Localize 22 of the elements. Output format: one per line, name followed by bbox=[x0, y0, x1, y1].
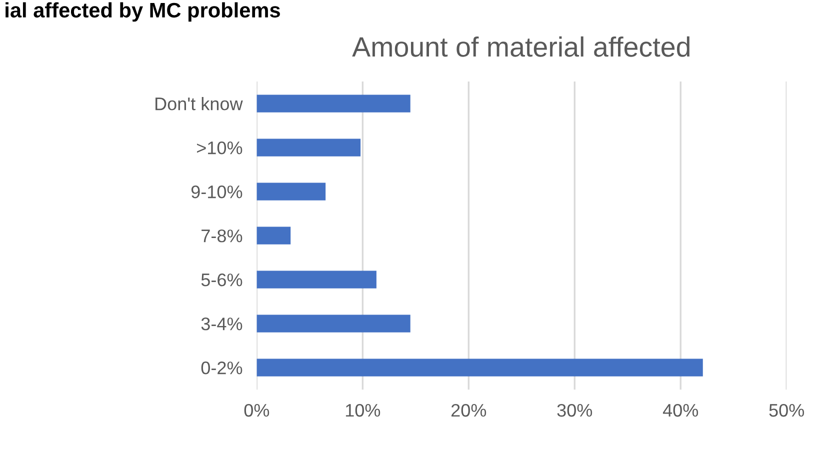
y-tick-label: >10% bbox=[197, 141, 242, 154]
y-tick-label: 5-6% bbox=[201, 274, 242, 286]
bar bbox=[256, 182, 326, 200]
x-tick-label: 20% bbox=[451, 404, 486, 417]
y-tick-label: 0-2% bbox=[201, 362, 242, 374]
bar bbox=[256, 138, 361, 156]
bar bbox=[256, 94, 410, 112]
x-tick-label: 40% bbox=[662, 404, 698, 417]
bar bbox=[256, 358, 703, 376]
x-tick-label: 30% bbox=[557, 404, 592, 417]
y-tick-label: 9-10% bbox=[191, 185, 242, 198]
bar bbox=[256, 226, 291, 244]
bar bbox=[256, 314, 410, 332]
y-tick-label: 3-4% bbox=[201, 318, 242, 330]
chart-title: Amount of material affected bbox=[352, 36, 690, 57]
y-tick-label: 7-8% bbox=[202, 229, 242, 242]
bar bbox=[256, 270, 376, 288]
y-tick-label: Don't know bbox=[156, 97, 243, 110]
x-tick-label: 50% bbox=[769, 404, 804, 417]
x-tick-label: 0% bbox=[244, 404, 270, 417]
x-tick-label: 10% bbox=[346, 404, 380, 417]
text: ial affected by MC problems bbox=[6, 2, 280, 22]
